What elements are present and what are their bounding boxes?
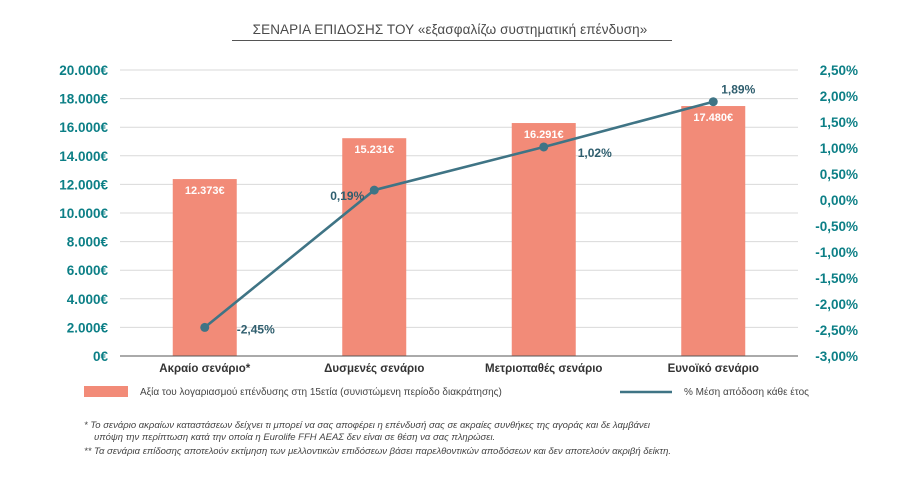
bar-value-label: 17.480€ — [693, 112, 733, 124]
y-right-tick-label: 1,50% — [820, 115, 858, 130]
y-right-tick-label: 1,00% — [820, 141, 858, 156]
line-point — [200, 322, 210, 332]
legend-bar-label: Αξία του λογαριασμού επένδυσης στη 15ετί… — [140, 386, 502, 398]
x-category-label: Ευνοϊκό σενάριο — [668, 363, 759, 375]
y-left-tick-label: 4.000€ — [67, 292, 109, 307]
x-category-label: Δυσμενές σενάριο — [324, 363, 424, 375]
y-left-tick-label: 20.000€ — [59, 63, 108, 78]
bar-value-label: 12.373€ — [185, 185, 225, 197]
y-left-tick-label: 14.000€ — [59, 149, 108, 164]
line-point — [708, 97, 718, 107]
y-left-tick-label: 2.000€ — [67, 320, 109, 335]
line-point-label: -2,45% — [237, 322, 275, 336]
bar — [342, 138, 407, 356]
legend-line-label: % Μέση απόδοση κάθε έτος — [684, 386, 809, 398]
y-right-tick-label: -1,50% — [815, 271, 858, 286]
legend-bar-swatch — [84, 386, 128, 397]
axes: 0€ 2.000€ 4.000€ 6.000€ 8.000€ 10.000€ 12.000€… — [59, 63, 858, 375]
y-right-tick-label: 2,00% — [820, 89, 858, 104]
y-left-tick-label: 0€ — [93, 349, 109, 364]
y-right-tick-label: 0,00% — [820, 193, 858, 208]
footnote-1-cont: υπόψη την περίπτωση κατά την οποία η Eur… — [94, 432, 496, 443]
y-left-tick-label: 6.000€ — [67, 263, 109, 278]
y-right-tick-label: 0,50% — [820, 167, 858, 182]
y-right-tick-label: -2,50% — [815, 323, 858, 338]
bars: 12.373€ 15.231€ 16.291€ 17.480€ — [172, 106, 746, 356]
y-right-tick-label: 2,50% — [820, 63, 858, 78]
y-right-tick-label: -2,00% — [815, 297, 858, 312]
chart-title: ΣΕΝΑΡΙΑ ΕΠΙΔΟΣΗΣ ΤΟΥ «εξασφαλίζω συστημα… — [252, 22, 648, 37]
x-category-label: Ακραίο σενάριο* — [159, 363, 250, 375]
line-point-label: 1,89% — [721, 83, 755, 97]
line-point — [369, 185, 379, 195]
line-point-label: 1,02% — [578, 146, 612, 160]
line-path — [203, 100, 714, 329]
y-right-tick-label: -0,50% — [815, 219, 858, 234]
bar — [681, 106, 746, 356]
bar — [511, 123, 576, 356]
legend: Αξία του λογαριασμού επένδυσης στη 15ετί… — [84, 386, 809, 398]
bar-value-label: 15.231€ — [354, 144, 394, 156]
y-left-tick-label: 10.000€ — [59, 206, 108, 221]
y-left-tick-label: 18.000€ — [59, 92, 108, 107]
footnote-1: * Το σενάριο ακραίων καταστάσεων δείχνει… — [84, 420, 650, 431]
line-point-label: 0,19% — [330, 189, 364, 203]
bar-value-label: 16.291€ — [524, 129, 564, 141]
title-underline — [232, 40, 672, 41]
y-left-tick-label: 8.000€ — [67, 235, 109, 250]
y-right-tick-label: -1,00% — [815, 245, 858, 260]
x-category-label: Μετριοπαθές σενάριο — [485, 363, 602, 375]
y-right-tick-label: -3,00% — [815, 349, 858, 364]
footnote-2: ** Τα σενάρια επίδοσης αποτελούν εκτίμησ… — [84, 446, 672, 457]
y-left-tick-label: 16.000€ — [59, 120, 108, 135]
line-point — [539, 142, 549, 152]
line-series: -2,45% 0,19% 1,02% 1,89% — [200, 83, 756, 336]
y-left-tick-label: 12.000€ — [59, 177, 108, 192]
